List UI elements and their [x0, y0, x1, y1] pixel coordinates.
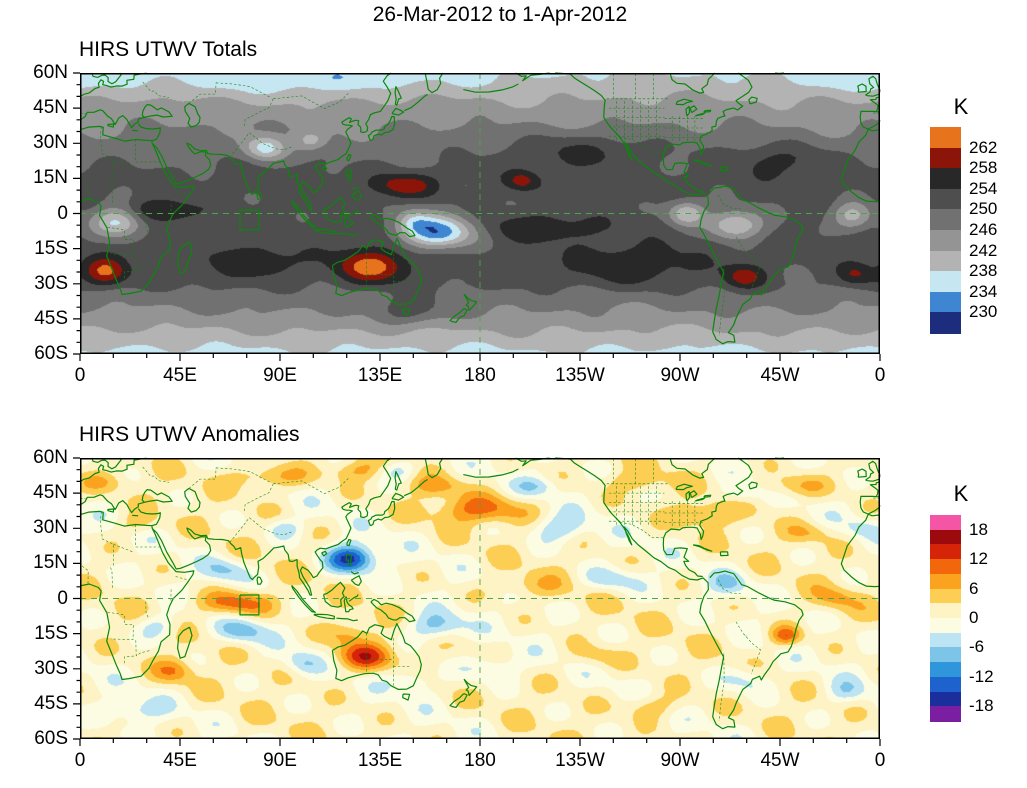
colorbar-tick-label: 230 [969, 302, 998, 322]
colorbar-unit-anomalies: K [953, 481, 969, 506]
colorbar-segment [930, 676, 961, 693]
colorbar-unit-totals: K [953, 94, 969, 119]
colorbar-segment [930, 230, 961, 252]
colorbar-segment [930, 573, 961, 590]
colorbar-segment [930, 662, 961, 678]
x-axis-label: 180 [464, 365, 496, 386]
y-axis-label: 15N [33, 167, 68, 189]
x-axis-label: 135W [555, 750, 605, 771]
colorbar-segment [930, 209, 961, 231]
colorbar-tick-label: 12 [969, 549, 988, 569]
colorbar-tick-label: 238 [969, 261, 998, 281]
y-axis-label: 60N [33, 447, 68, 468]
map-frame [80, 458, 880, 739]
coastlines [79, 72, 881, 345]
colorbar-tick-label: 6 [969, 578, 979, 598]
colorbar-segment [930, 312, 961, 334]
y-axis-label: 30N [33, 517, 68, 539]
colorbar-segment [930, 188, 961, 210]
y-axis-label: 30N [33, 132, 68, 154]
study-region-box [239, 209, 260, 231]
x-axis-label: 135E [357, 750, 403, 771]
x-axis-label: 45E [163, 365, 197, 386]
colorbar-segment [930, 529, 961, 546]
coastlines [79, 457, 881, 730]
x-axis-label: 0 [874, 750, 886, 771]
colorbar-segment [930, 515, 961, 531]
y-axis-label: 60S [34, 343, 68, 364]
y-axis-label: 60S [34, 728, 68, 749]
x-axis-label: 180 [464, 750, 496, 771]
colorbar-segment [930, 618, 961, 634]
colorbar-segment [930, 127, 961, 149]
colorbar-segment [930, 291, 961, 313]
y-axis-label: 15N [33, 552, 68, 574]
x-axis-label: 135W [555, 365, 605, 386]
colorbar-tick-label: 246 [969, 220, 998, 239]
country-state-borders [79, 73, 881, 337]
y-axis-label: 30S [34, 272, 68, 294]
map-totals [73, 72, 881, 361]
y-axis-label: 0 [57, 587, 68, 609]
y-axis-label: 45N [33, 97, 68, 119]
x-axis-label: 45E [163, 750, 197, 771]
x-axis-label: 0 [874, 365, 886, 386]
panel-title-totals: HIRS UTWV Totals [79, 38, 258, 61]
colorbar-segment [930, 168, 961, 190]
colorbar-tick-label: 18 [969, 519, 988, 539]
x-axis-label: 90W [660, 750, 700, 771]
colorbar-tick-label: -18 [969, 696, 994, 716]
totals-map-overlay [73, 72, 881, 361]
x-axis-label: 0 [74, 365, 86, 386]
colorbar-segment [930, 647, 961, 663]
colorbar-segment [930, 559, 961, 575]
y-axis-label: 60N [33, 62, 68, 83]
x-axis-label: 45W [760, 365, 800, 386]
x-axis-label: 45W [760, 750, 800, 771]
y-axis-label: 15S [34, 622, 68, 644]
y-axis-label: 45S [34, 692, 68, 714]
x-axis-label: 0 [74, 750, 86, 771]
axis-ticks [73, 457, 881, 746]
colorbar-segment [930, 250, 961, 272]
colorbar-tick-label: 234 [969, 281, 998, 301]
colorbar-tick-label: 262 [969, 137, 998, 157]
colorbar-segment [930, 147, 961, 169]
country-state-borders [79, 458, 881, 722]
colorbar-tick-label: 250 [969, 199, 998, 219]
axis-ticks [73, 72, 881, 361]
study-region-box [239, 594, 260, 616]
colorbar-segment [930, 544, 961, 560]
x-axis-label: 90E [263, 365, 297, 386]
colorbar-tick-label: 242 [969, 240, 998, 260]
y-axis-label: 15S [34, 237, 68, 259]
colorbar-tick-label: -6 [969, 637, 985, 657]
x-axis-label: 135E [357, 365, 403, 386]
y-axis-label: 45S [34, 307, 68, 329]
colorbar-tick-label: 258 [969, 158, 998, 178]
colorbar-segment [930, 706, 961, 722]
y-axis-label: 45N [33, 482, 68, 504]
map-frame [80, 73, 880, 354]
colorbar-tick-label: 0 [969, 608, 979, 627]
y-axis-label: 0 [57, 202, 68, 224]
x-axis-label: 90W [660, 365, 700, 386]
anomalies-map-overlay [73, 457, 881, 746]
colorbar-segment [930, 588, 961, 604]
colorbar-tick-label: -12 [969, 666, 994, 686]
colorbar-segment [930, 603, 961, 619]
colorbar-segment [930, 271, 961, 293]
colorbar-tick-label: 254 [969, 178, 998, 198]
colorbar-segment [930, 632, 961, 649]
figure-title: 26-Mar-2012 to 1-Apr-2012 [372, 3, 628, 26]
y-axis-label: 30S [34, 657, 68, 679]
colorbar-segment [930, 691, 961, 707]
panel-title-anomalies: HIRS UTWV Anomalies [79, 423, 300, 446]
x-axis-label: 90E [263, 750, 297, 771]
map-anomalies [73, 457, 881, 746]
